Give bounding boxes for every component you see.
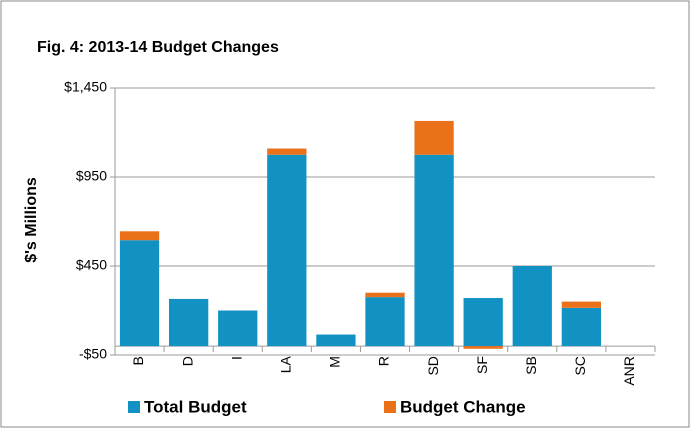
bar-segment: [169, 298, 209, 347]
x-tick-label: R: [376, 356, 392, 366]
x-tick-label: M: [327, 356, 343, 368]
bar-segment: [119, 231, 160, 241]
y-tick-label: $1,450: [64, 79, 107, 95]
chart-title: Fig. 4: 2013-14 Budget Changes: [37, 39, 279, 56]
y-tick-label: $450: [76, 257, 107, 273]
x-tick-label: I: [228, 356, 244, 360]
x-tick-label: D: [179, 356, 195, 366]
bar-segment: [414, 120, 454, 155]
legend-label: Total Budget: [144, 397, 247, 416]
bar-segment: [561, 307, 601, 347]
legend-swatch: [384, 401, 396, 413]
bar-segment: [512, 266, 552, 347]
x-tick-label: SD: [425, 356, 441, 375]
bar-segment: [463, 346, 503, 349]
bar-segment: [365, 292, 405, 298]
x-tick-label: B: [130, 356, 146, 365]
bar-segment: [267, 148, 307, 155]
x-tick-label: ANR: [621, 356, 637, 386]
bar-segment: [414, 154, 454, 347]
y-axis-label: $'s Millions: [23, 177, 40, 263]
legend-label: Budget Change: [400, 397, 526, 416]
y-tick-label: -$50: [79, 346, 107, 362]
bar-segment: [463, 298, 503, 347]
x-tick-label: SC: [572, 356, 588, 375]
bar-segment: [119, 240, 160, 347]
legend-swatch: [128, 401, 140, 413]
bar-segment: [316, 334, 356, 347]
x-tick-label: SF: [474, 356, 490, 374]
x-tick-label: LA: [278, 355, 294, 373]
x-tick-label: SB: [523, 356, 539, 375]
bar-segment: [267, 154, 307, 347]
y-tick-label: $950: [76, 168, 107, 184]
bar-segment: [561, 301, 601, 308]
bar-segment: [365, 297, 405, 347]
bar-segment: [218, 310, 258, 347]
